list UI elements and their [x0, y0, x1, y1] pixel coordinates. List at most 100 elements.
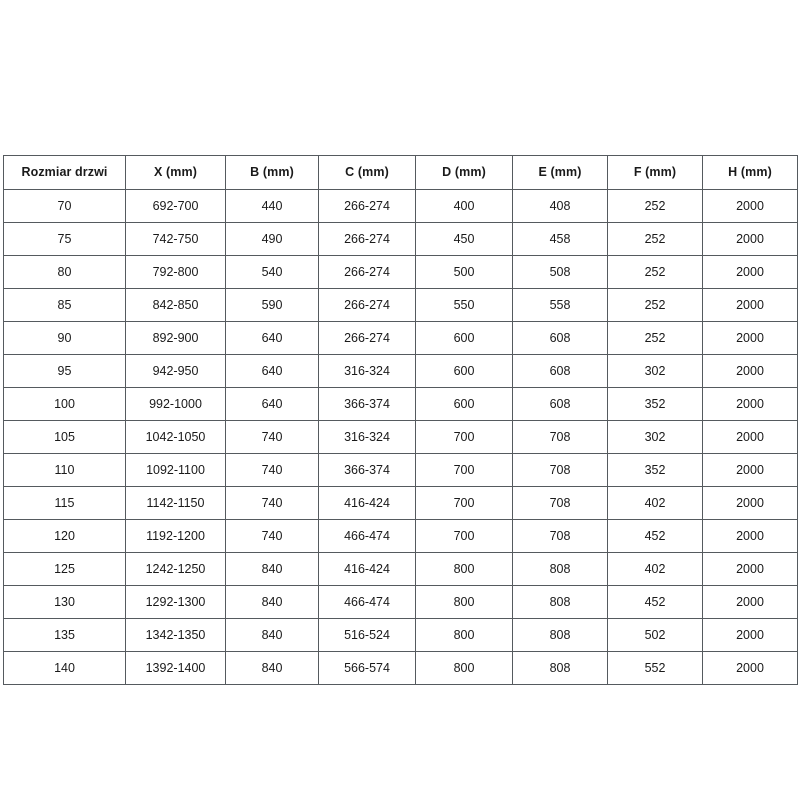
table-row: 90 892-900 640 266-274 600 608 252 2000 — [3, 321, 798, 355]
cell-d: 800 — [415, 552, 513, 586]
cell-rozmiar-drzwi: 120 — [3, 519, 126, 553]
column-header-b: B (mm) — [225, 155, 319, 190]
cell-x: 1042-1050 — [125, 420, 226, 454]
cell-f: 502 — [607, 618, 703, 652]
cell-d: 600 — [415, 321, 513, 355]
cell-b: 440 — [225, 189, 319, 223]
cell-c: 416-424 — [318, 552, 416, 586]
cell-d: 450 — [415, 222, 513, 256]
table-body: 70 692-700 440 266-274 400 408 252 2000 … — [3, 189, 798, 685]
cell-d: 600 — [415, 387, 513, 421]
cell-rozmiar-drzwi: 85 — [3, 288, 126, 322]
cell-f: 352 — [607, 453, 703, 487]
cell-f: 552 — [607, 651, 703, 685]
cell-d: 700 — [415, 519, 513, 553]
cell-d: 700 — [415, 420, 513, 454]
cell-b: 490 — [225, 222, 319, 256]
cell-rozmiar-drzwi: 110 — [3, 453, 126, 487]
table-row: 95 942-950 640 316-324 600 608 302 2000 — [3, 354, 798, 388]
cell-b: 640 — [225, 387, 319, 421]
column-header-e: E (mm) — [512, 155, 608, 190]
cell-b: 840 — [225, 618, 319, 652]
cell-b: 590 — [225, 288, 319, 322]
cell-e: 808 — [512, 585, 608, 619]
cell-c: 266-274 — [318, 222, 416, 256]
cell-b: 840 — [225, 552, 319, 586]
table-row: 130 1292-1300 840 466-474 800 808 452 20… — [3, 585, 798, 619]
table-row: 140 1392-1400 840 566-574 800 808 552 20… — [3, 651, 798, 685]
cell-b: 740 — [225, 519, 319, 553]
cell-d: 400 — [415, 189, 513, 223]
table-row: 100 992-1000 640 366-374 600 608 352 200… — [3, 387, 798, 421]
cell-h: 2000 — [702, 519, 798, 553]
cell-x: 1242-1250 — [125, 552, 226, 586]
cell-e: 558 — [512, 288, 608, 322]
cell-b: 740 — [225, 420, 319, 454]
cell-f: 452 — [607, 585, 703, 619]
table-row: 110 1092-1100 740 366-374 700 708 352 20… — [3, 453, 798, 487]
cell-e: 458 — [512, 222, 608, 256]
cell-f: 302 — [607, 420, 703, 454]
cell-x: 992-1000 — [125, 387, 226, 421]
cell-rozmiar-drzwi: 75 — [3, 222, 126, 256]
cell-rozmiar-drzwi: 80 — [3, 255, 126, 289]
cell-x: 1092-1100 — [125, 453, 226, 487]
cell-c: 516-524 — [318, 618, 416, 652]
cell-f: 452 — [607, 519, 703, 553]
cell-h: 2000 — [702, 354, 798, 388]
cell-x: 842-850 — [125, 288, 226, 322]
cell-f: 252 — [607, 288, 703, 322]
table-row: 70 692-700 440 266-274 400 408 252 2000 — [3, 189, 798, 223]
cell-rozmiar-drzwi: 70 — [3, 189, 126, 223]
cell-d: 800 — [415, 651, 513, 685]
cell-x: 1192-1200 — [125, 519, 226, 553]
table-row: 125 1242-1250 840 416-424 800 808 402 20… — [3, 552, 798, 586]
cell-d: 800 — [415, 618, 513, 652]
cell-d: 600 — [415, 354, 513, 388]
cell-e: 608 — [512, 387, 608, 421]
cell-b: 640 — [225, 321, 319, 355]
cell-e: 708 — [512, 453, 608, 487]
table-header-row: Rozmiar drzwi X (mm) B (mm) C (mm) D (mm… — [3, 155, 798, 190]
cell-rozmiar-drzwi: 105 — [3, 420, 126, 454]
cell-e: 808 — [512, 552, 608, 586]
cell-e: 708 — [512, 519, 608, 553]
cell-h: 2000 — [702, 618, 798, 652]
cell-c: 366-374 — [318, 387, 416, 421]
table-row: 115 1142-1150 740 416-424 700 708 402 20… — [3, 486, 798, 520]
cell-rozmiar-drzwi: 90 — [3, 321, 126, 355]
cell-c: 316-324 — [318, 420, 416, 454]
cell-f: 402 — [607, 486, 703, 520]
cell-c: 566-574 — [318, 651, 416, 685]
cell-e: 808 — [512, 618, 608, 652]
table-row: 105 1042-1050 740 316-324 700 708 302 20… — [3, 420, 798, 454]
cell-c: 316-324 — [318, 354, 416, 388]
cell-x: 1342-1350 — [125, 618, 226, 652]
cell-h: 2000 — [702, 651, 798, 685]
cell-f: 402 — [607, 552, 703, 586]
cell-rozmiar-drzwi: 115 — [3, 486, 126, 520]
cell-d: 550 — [415, 288, 513, 322]
cell-h: 2000 — [702, 387, 798, 421]
cell-c: 266-274 — [318, 255, 416, 289]
table-row: 135 1342-1350 840 516-524 800 808 502 20… — [3, 618, 798, 652]
column-header-f: F (mm) — [607, 155, 703, 190]
cell-x: 692-700 — [125, 189, 226, 223]
cell-rozmiar-drzwi: 140 — [3, 651, 126, 685]
cell-f: 302 — [607, 354, 703, 388]
cell-h: 2000 — [702, 420, 798, 454]
cell-rozmiar-drzwi: 100 — [3, 387, 126, 421]
column-header-h: H (mm) — [702, 155, 798, 190]
table-header: Rozmiar drzwi X (mm) B (mm) C (mm) D (mm… — [3, 155, 798, 190]
cell-c: 416-424 — [318, 486, 416, 520]
cell-d: 500 — [415, 255, 513, 289]
cell-h: 2000 — [702, 552, 798, 586]
cell-b: 740 — [225, 486, 319, 520]
cell-f: 252 — [607, 189, 703, 223]
cell-b: 540 — [225, 255, 319, 289]
door-size-specification-table: Rozmiar drzwi X (mm) B (mm) C (mm) D (mm… — [3, 155, 798, 685]
cell-h: 2000 — [702, 321, 798, 355]
cell-h: 2000 — [702, 585, 798, 619]
cell-h: 2000 — [702, 486, 798, 520]
cell-x: 1292-1300 — [125, 585, 226, 619]
